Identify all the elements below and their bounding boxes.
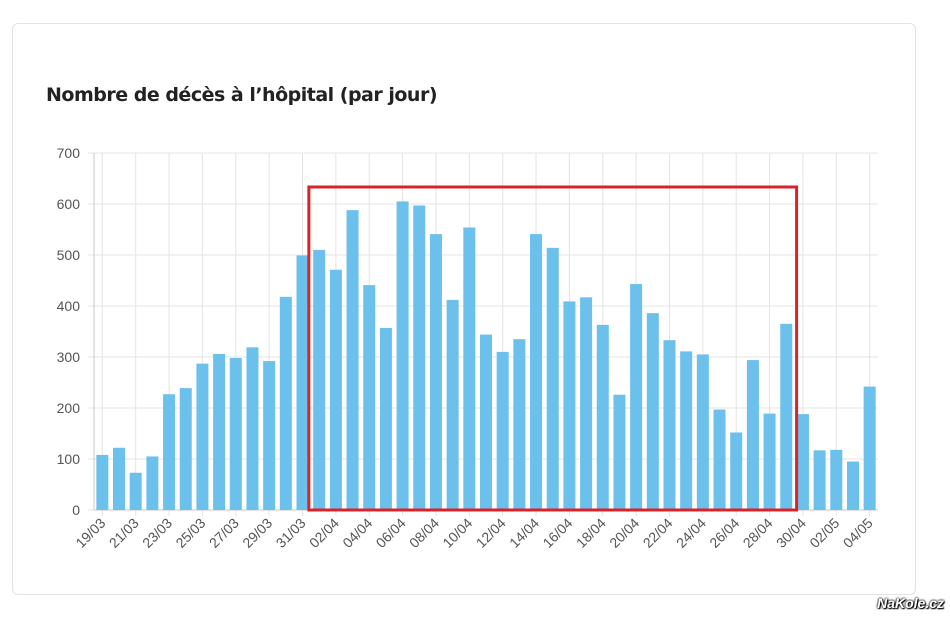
bar-25/03 [196, 363, 209, 510]
bar-01/04 [313, 249, 326, 510]
x-tick-label: 30/04 [773, 515, 809, 551]
bar-23/03 [163, 394, 176, 510]
x-tick-label: 25/03 [172, 515, 208, 551]
bar-12/04 [496, 351, 509, 510]
x-tick-label: 24/04 [673, 515, 709, 551]
bar-20/04 [630, 284, 643, 510]
bar-11/04 [479, 334, 493, 510]
bar-04/04 [363, 285, 376, 510]
bar-18/04 [596, 324, 609, 510]
bar-08/04 [429, 234, 442, 510]
x-tick-label: 21/03 [106, 515, 142, 551]
bar-23/04 [680, 351, 693, 510]
x-tick-label: 27/03 [206, 515, 242, 551]
x-tick-label: 28/04 [740, 515, 776, 551]
highlight-box [307, 185, 799, 512]
bar-01/05 [813, 450, 826, 510]
bar-28/03 [246, 347, 259, 510]
bar-21/03 [129, 472, 142, 510]
y-tick-label: 600 [57, 196, 81, 212]
bar-07/04 [413, 205, 426, 510]
x-tick-label: 31/03 [273, 515, 309, 551]
x-tick-label: 29/03 [239, 515, 275, 551]
bar-21/04 [646, 313, 659, 510]
x-tick-label: 08/04 [406, 515, 442, 551]
bar-31/03 [296, 255, 309, 510]
bar-24/03 [179, 388, 192, 510]
y-tick-label: 200 [57, 400, 81, 416]
watermark-logo: NaKole.cz [877, 595, 944, 611]
x-tick-label: 02/05 [806, 515, 842, 551]
y-tick-label: 700 [57, 145, 81, 161]
bar-26/03 [213, 353, 226, 510]
x-tick-label: 10/04 [439, 515, 475, 551]
bar-16/04 [563, 301, 576, 510]
x-tick-label: 12/04 [473, 515, 509, 551]
x-tick-label: 22/04 [640, 515, 676, 551]
x-tick-label: 06/04 [373, 515, 409, 551]
y-tick-label: 500 [57, 247, 81, 263]
bar-22/03 [146, 456, 159, 510]
bar-30/04 [796, 414, 809, 510]
y-tick-label: 400 [57, 298, 81, 314]
x-tick-label: 26/04 [706, 515, 742, 551]
x-tick-label: 18/04 [573, 515, 609, 551]
bar-22/04 [663, 340, 676, 510]
x-tick-label: 02/04 [306, 515, 342, 551]
bar-27/03 [229, 358, 242, 510]
x-tick-label: 19/03 [72, 515, 108, 551]
bar-03/04 [346, 210, 359, 510]
y-tick-label: 100 [57, 451, 81, 467]
x-tick-label: 20/04 [606, 515, 642, 551]
bar-03/05 [846, 461, 859, 510]
bar-28/04 [763, 413, 776, 510]
bar-24/04 [696, 354, 709, 510]
bar-30/03 [279, 296, 292, 510]
bar-09/04 [446, 299, 459, 510]
chart-title: Nombre de décès à l’hôpital (par jour) [46, 84, 438, 106]
bar-29/04 [780, 323, 793, 510]
x-tick-label: 14/04 [506, 515, 542, 551]
bar-15/04 [546, 247, 559, 511]
bar-17/04 [580, 297, 593, 510]
bar-04/05 [863, 386, 876, 510]
bar-19/04 [613, 394, 626, 510]
bar-13/04 [513, 339, 526, 510]
bar-02/05 [830, 449, 843, 510]
x-tick-label: 23/03 [139, 515, 175, 551]
bar-05/04 [379, 327, 392, 510]
bar-29/03 [263, 361, 276, 510]
x-tick-label: 16/04 [539, 515, 575, 551]
x-tick-label: 04/04 [339, 515, 375, 551]
y-tick-label: 300 [57, 349, 81, 365]
y-tick-label: 0 [72, 502, 80, 518]
bar-19/03 [96, 454, 109, 510]
bar-10/04 [463, 227, 476, 510]
bar-27/04 [746, 360, 759, 510]
bar-26/04 [730, 432, 743, 510]
bar-20/03 [113, 447, 126, 510]
x-tick-label: 04/05 [840, 515, 876, 551]
bar-14/04 [530, 234, 543, 510]
bar-06/04 [396, 201, 409, 510]
bar-02/04 [329, 269, 342, 510]
bar-25/04 [713, 409, 726, 510]
